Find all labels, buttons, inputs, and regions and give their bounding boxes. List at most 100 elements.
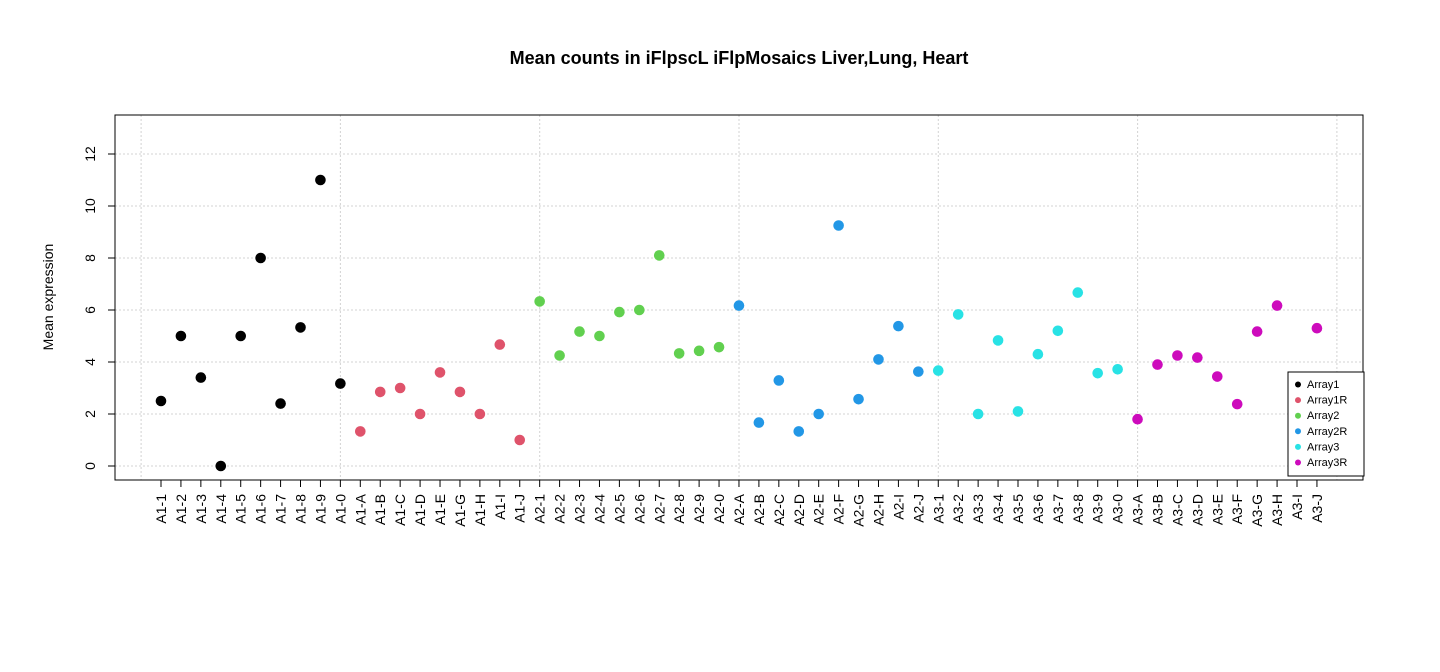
point-A3-0 <box>1112 363 1123 375</box>
x-tick-label: A2-5 <box>611 494 627 524</box>
y-axis-label: Mean expression <box>40 244 56 351</box>
x-tick-label: A2-1 <box>532 494 548 524</box>
x-tick-label: A1-9 <box>312 494 328 524</box>
point-A1-J <box>514 434 526 446</box>
point-A2-G <box>853 393 864 405</box>
y-axis: 0 2 4 6 8 10 12 <box>82 146 115 470</box>
x-tick-label: A1-E <box>432 494 448 525</box>
x-tick-label: A1-B <box>372 494 388 525</box>
point-A3-8 <box>1072 287 1084 298</box>
x-tick-label: A1-5 <box>233 494 249 524</box>
point-A3-F <box>1231 398 1243 410</box>
point-A3-C <box>1172 350 1183 361</box>
legend-label: Array3R <box>1307 457 1347 469</box>
x-tick-label: A3-D <box>1189 494 1205 526</box>
x-tick-label: A2-8 <box>671 494 687 524</box>
point-A3-B <box>1152 359 1163 370</box>
x-tick-label: A3-9 <box>1090 494 1106 524</box>
point-A1-5 <box>235 330 247 342</box>
point-A1-I <box>494 339 506 350</box>
x-tick-label: A2-6 <box>631 494 647 524</box>
x-tick-label: A2-I <box>890 494 906 520</box>
y-tick-label: 4 <box>82 358 98 366</box>
point-A1-G <box>454 386 466 398</box>
x-tick-label: A1-G <box>452 494 468 527</box>
point-A2-4 <box>594 330 605 342</box>
x-tick-label: A3-I <box>1289 494 1305 520</box>
point-A2-A <box>733 300 745 311</box>
y-tick-label: 0 <box>82 462 98 470</box>
x-tick-label: A2-C <box>771 494 787 526</box>
point-A1-H <box>474 408 486 420</box>
x-tick-label: A3-H <box>1269 494 1285 526</box>
x-tick-label: A3-B <box>1150 494 1166 525</box>
x-tick-label: A1-4 <box>213 494 229 524</box>
point-A2-5 <box>614 306 625 318</box>
legend-marker <box>1295 397 1301 404</box>
point-A1-3 <box>195 372 207 383</box>
x-tick-label: A1-H <box>472 494 488 526</box>
x-tick-label: A3-1 <box>930 494 946 524</box>
x-tick-label: A1-2 <box>173 494 189 524</box>
x-tick-label: A3-E <box>1209 494 1225 525</box>
point-A2-F <box>833 220 844 231</box>
points <box>155 174 1323 472</box>
x-tick-label: A3-F <box>1229 494 1245 524</box>
point-A2-9 <box>693 345 705 357</box>
point-A2-C <box>773 375 785 386</box>
point-A3-3 <box>972 408 984 420</box>
x-tick-label: A1-3 <box>193 494 209 524</box>
x-tick-label: A3-A <box>1130 493 1146 525</box>
x-tick-label: A2-D <box>791 494 807 526</box>
point-A1-1 <box>155 395 167 407</box>
x-tick-label: A2-2 <box>552 494 568 524</box>
x-tick-label: A1-1 <box>153 494 169 524</box>
grid <box>115 115 1363 480</box>
x-tick-label: A3-4 <box>990 494 1006 524</box>
point-A1-6 <box>255 252 266 264</box>
point-A2-6 <box>634 304 645 316</box>
legend-marker <box>1295 381 1301 388</box>
point-A1-4 <box>215 460 227 472</box>
point-A2-D <box>793 426 805 437</box>
point-A3-5 <box>1012 406 1024 417</box>
point-A3-4 <box>992 335 1004 346</box>
y-tick-label: 12 <box>82 146 98 162</box>
point-A3-J <box>1311 322 1323 334</box>
point-A3-D <box>1192 352 1203 363</box>
point-A3-G <box>1251 326 1263 337</box>
point-A2-J <box>913 366 924 377</box>
legend-marker <box>1295 443 1301 450</box>
point-A3-1 <box>932 365 944 376</box>
point-A3-2 <box>952 309 964 320</box>
point-A3-E <box>1211 371 1223 382</box>
x-tick-label: A3-7 <box>1050 494 1066 524</box>
x-tick-label: A2-4 <box>591 494 607 524</box>
point-A3-6 <box>1032 348 1044 360</box>
point-A1-0 <box>335 378 346 389</box>
plot-area <box>114 114 1364 481</box>
x-tick-label: A2-A <box>731 493 747 525</box>
x-tick-label: A3-C <box>1169 494 1185 526</box>
legend-marker <box>1295 428 1301 435</box>
x-tick-label: A3-3 <box>970 494 986 524</box>
point-A1-E <box>434 367 446 378</box>
point-A3-7 <box>1052 325 1064 337</box>
x-tick-label: A3-2 <box>950 494 966 524</box>
x-tick-label: A2-F <box>831 494 847 524</box>
x-tick-label: A3-6 <box>1030 494 1046 524</box>
point-A1-C <box>394 382 406 394</box>
point-A2-2 <box>554 350 565 361</box>
x-tick-label: A1-I <box>492 494 508 520</box>
point-A2-3 <box>574 326 585 337</box>
point-A1-8 <box>295 322 306 333</box>
x-tick-label: A2-B <box>751 494 767 525</box>
point-A2-7 <box>653 250 665 261</box>
x-tick-label: A2-G <box>851 494 867 527</box>
x-tick-label: A3-J <box>1309 494 1325 523</box>
point-A2-B <box>753 417 765 428</box>
x-tick-label: A1-J <box>512 494 528 523</box>
point-A1-D <box>414 408 426 420</box>
legend-label: Array1R <box>1307 395 1347 407</box>
